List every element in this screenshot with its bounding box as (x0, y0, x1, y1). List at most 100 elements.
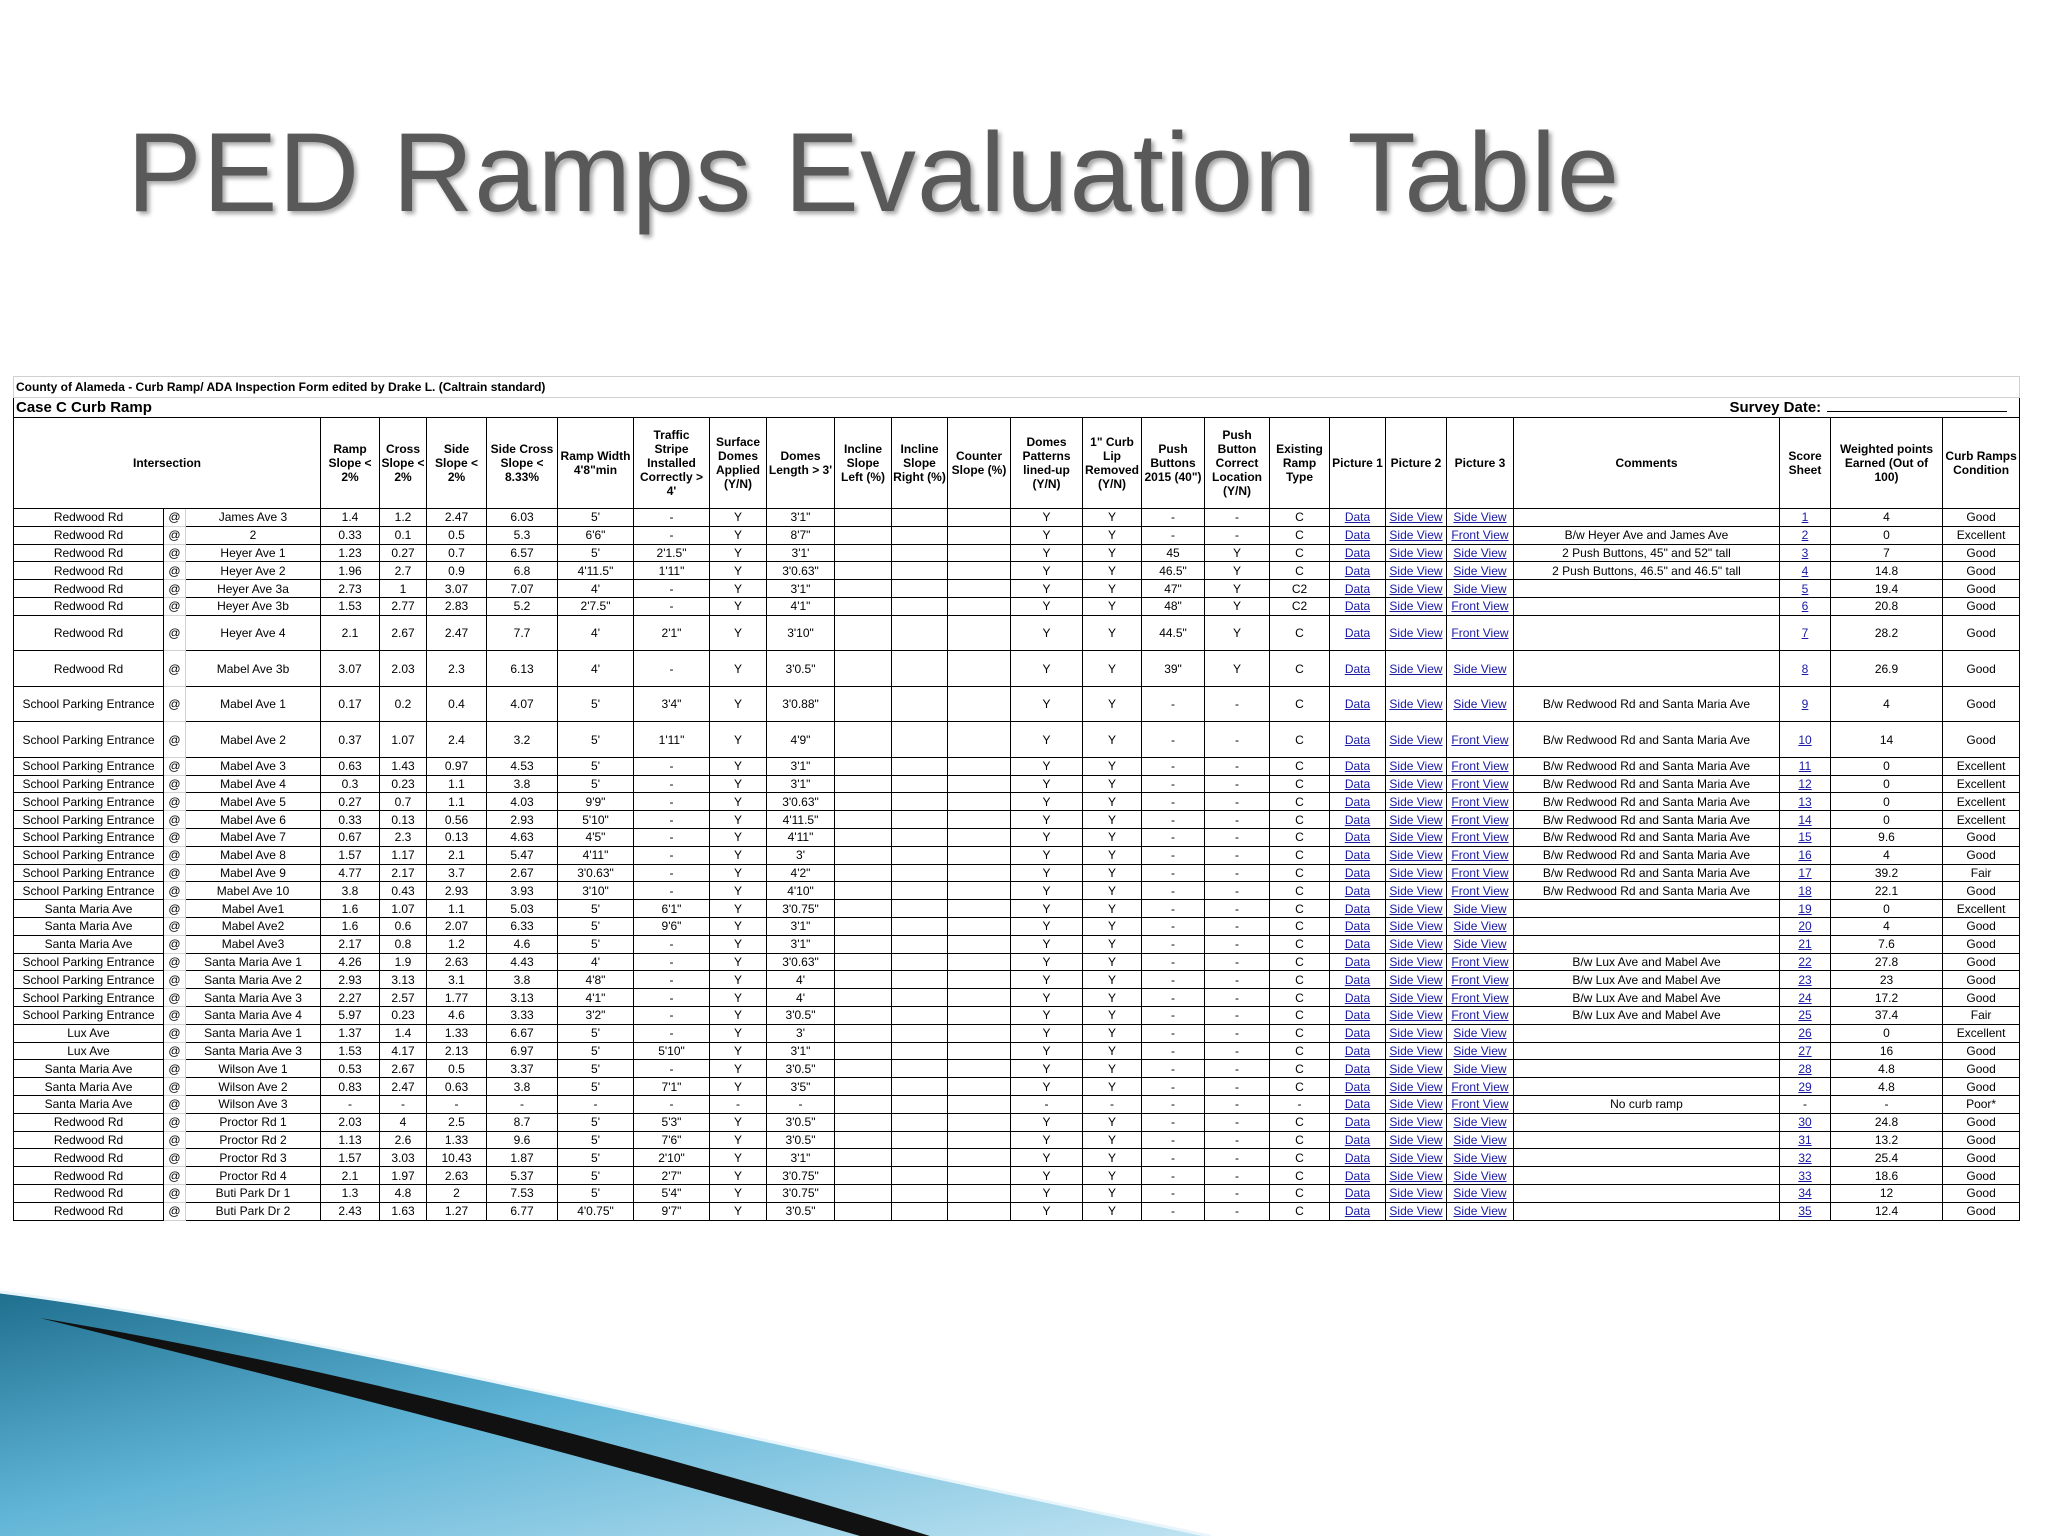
picture-link[interactable]: Side View (1389, 661, 1443, 676)
picture-link[interactable]: Data (1344, 990, 1371, 1005)
picture-link[interactable]: Side View (1453, 545, 1507, 560)
picture-link[interactable]: Side View (1453, 1150, 1507, 1165)
score-sheet-link[interactable]: 3 (1801, 545, 1809, 560)
picture-link[interactable]: Side View (1453, 937, 1507, 952)
picture-link[interactable]: Data (1344, 1204, 1371, 1219)
picture-link[interactable]: Side View (1389, 901, 1443, 916)
picture-link[interactable]: Front View (1451, 848, 1509, 863)
score-sheet-link[interactable]: 14 (1798, 812, 1812, 827)
picture-link[interactable]: Front View (1451, 732, 1509, 747)
score-sheet-link[interactable]: 29 (1798, 1079, 1812, 1094)
picture-link[interactable]: Side View (1453, 697, 1507, 712)
picture-link[interactable]: Front View (1451, 954, 1509, 969)
score-sheet-link[interactable]: 5 (1801, 581, 1809, 596)
picture-link[interactable]: Data (1344, 1097, 1371, 1112)
picture-link[interactable]: Data (1344, 919, 1371, 934)
picture-link[interactable]: Side View (1389, 528, 1443, 543)
picture-link[interactable]: Side View (1389, 794, 1443, 809)
picture-link[interactable]: Data (1344, 1150, 1371, 1165)
picture-link[interactable]: Side View (1389, 937, 1443, 952)
picture-link[interactable]: Front View (1451, 1008, 1509, 1023)
score-sheet-link[interactable]: 9 (1801, 697, 1809, 712)
score-sheet-link[interactable]: 35 (1798, 1204, 1812, 1219)
picture-link[interactable]: Front View (1451, 1079, 1509, 1094)
picture-link[interactable]: Front View (1451, 794, 1509, 809)
score-sheet-link[interactable]: 15 (1798, 830, 1812, 845)
picture-link[interactable]: Side View (1389, 776, 1443, 791)
picture-link[interactable]: Side View (1389, 1186, 1443, 1201)
picture-link[interactable]: Data (1344, 812, 1371, 827)
picture-link[interactable]: Side View (1389, 1061, 1443, 1076)
picture-link[interactable]: Side View (1453, 1204, 1507, 1219)
score-sheet-link[interactable]: 33 (1798, 1168, 1812, 1183)
picture-link[interactable]: Data (1344, 1043, 1371, 1058)
picture-link[interactable]: Side View (1453, 901, 1507, 916)
picture-link[interactable]: Front View (1451, 599, 1509, 614)
picture-link[interactable]: Side View (1453, 1186, 1507, 1201)
score-sheet-link[interactable]: 7 (1801, 626, 1809, 641)
picture-link[interactable]: Data (1344, 794, 1371, 809)
picture-link[interactable]: Side View (1453, 1168, 1507, 1183)
picture-link[interactable]: Side View (1453, 1043, 1507, 1058)
picture-link[interactable]: Side View (1389, 581, 1443, 596)
picture-link[interactable]: Side View (1389, 1008, 1443, 1023)
picture-link[interactable]: Side View (1453, 563, 1507, 578)
picture-link[interactable]: Side View (1453, 1115, 1507, 1130)
picture-link[interactable]: Data (1344, 937, 1371, 952)
picture-link[interactable]: Side View (1389, 563, 1443, 578)
picture-link[interactable]: Side View (1389, 990, 1443, 1005)
picture-link[interactable]: Front View (1451, 776, 1509, 791)
picture-link[interactable]: Data (1344, 1168, 1371, 1183)
picture-link[interactable]: Side View (1453, 581, 1507, 596)
score-sheet-link[interactable]: 31 (1798, 1132, 1812, 1147)
picture-link[interactable]: Data (1344, 510, 1371, 525)
picture-link[interactable]: Data (1344, 1079, 1371, 1094)
score-sheet-link[interactable]: 27 (1798, 1043, 1812, 1058)
picture-link[interactable]: Data (1344, 1026, 1371, 1041)
picture-link[interactable]: Side View (1453, 510, 1507, 525)
picture-link[interactable]: Data (1344, 759, 1371, 774)
picture-link[interactable]: Front View (1451, 812, 1509, 827)
picture-link[interactable]: Data (1344, 776, 1371, 791)
picture-link[interactable]: Side View (1389, 1097, 1443, 1112)
picture-link[interactable]: Data (1344, 972, 1371, 987)
picture-link[interactable]: Front View (1451, 528, 1509, 543)
picture-link[interactable]: Side View (1389, 972, 1443, 987)
picture-link[interactable]: Front View (1451, 626, 1509, 641)
picture-link[interactable]: Side View (1453, 1061, 1507, 1076)
picture-link[interactable]: Data (1344, 1186, 1371, 1201)
picture-link[interactable]: Side View (1389, 759, 1443, 774)
picture-link[interactable]: Side View (1389, 510, 1443, 525)
score-sheet-link[interactable]: 10 (1798, 732, 1812, 747)
picture-link[interactable]: Side View (1389, 1168, 1443, 1183)
score-sheet-link[interactable]: 11 (1798, 759, 1812, 774)
picture-link[interactable]: Side View (1389, 848, 1443, 863)
score-sheet-link[interactable]: 23 (1798, 972, 1812, 987)
picture-link[interactable]: Side View (1389, 626, 1443, 641)
score-sheet-link[interactable]: 1 (1801, 510, 1809, 525)
picture-link[interactable]: Side View (1389, 1115, 1443, 1130)
picture-link[interactable]: Data (1344, 1132, 1371, 1147)
picture-link[interactable]: Side View (1389, 1079, 1443, 1094)
picture-link[interactable]: Side View (1389, 830, 1443, 845)
picture-link[interactable]: Data (1344, 1008, 1371, 1023)
score-sheet-link[interactable]: 25 (1798, 1008, 1812, 1023)
picture-link[interactable]: Data (1344, 865, 1371, 880)
picture-link[interactable]: Data (1344, 599, 1371, 614)
picture-link[interactable]: Front View (1451, 883, 1509, 898)
score-sheet-link[interactable]: 28 (1798, 1061, 1812, 1076)
picture-link[interactable]: Side View (1389, 732, 1443, 747)
score-sheet-link[interactable]: 6 (1801, 599, 1809, 614)
picture-link[interactable]: Side View (1389, 954, 1443, 969)
score-sheet-link[interactable]: 26 (1798, 1026, 1812, 1041)
picture-link[interactable]: Side View (1389, 883, 1443, 898)
picture-link[interactable]: Data (1344, 626, 1371, 641)
score-sheet-link[interactable]: 24 (1798, 990, 1812, 1005)
picture-link[interactable]: Side View (1453, 919, 1507, 934)
score-sheet-link[interactable]: 2 (1801, 528, 1809, 543)
picture-link[interactable]: Side View (1453, 1026, 1507, 1041)
score-sheet-link[interactable]: 13 (1798, 794, 1812, 809)
picture-link[interactable]: Side View (1389, 812, 1443, 827)
score-sheet-link[interactable]: 18 (1798, 883, 1812, 898)
picture-link[interactable]: Data (1344, 661, 1371, 676)
